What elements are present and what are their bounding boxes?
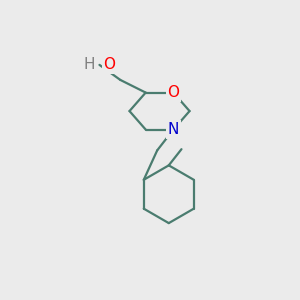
Text: N: N xyxy=(168,122,179,137)
Text: O: O xyxy=(167,85,179,100)
Text: H: H xyxy=(84,57,95,72)
Text: O: O xyxy=(103,57,116,72)
